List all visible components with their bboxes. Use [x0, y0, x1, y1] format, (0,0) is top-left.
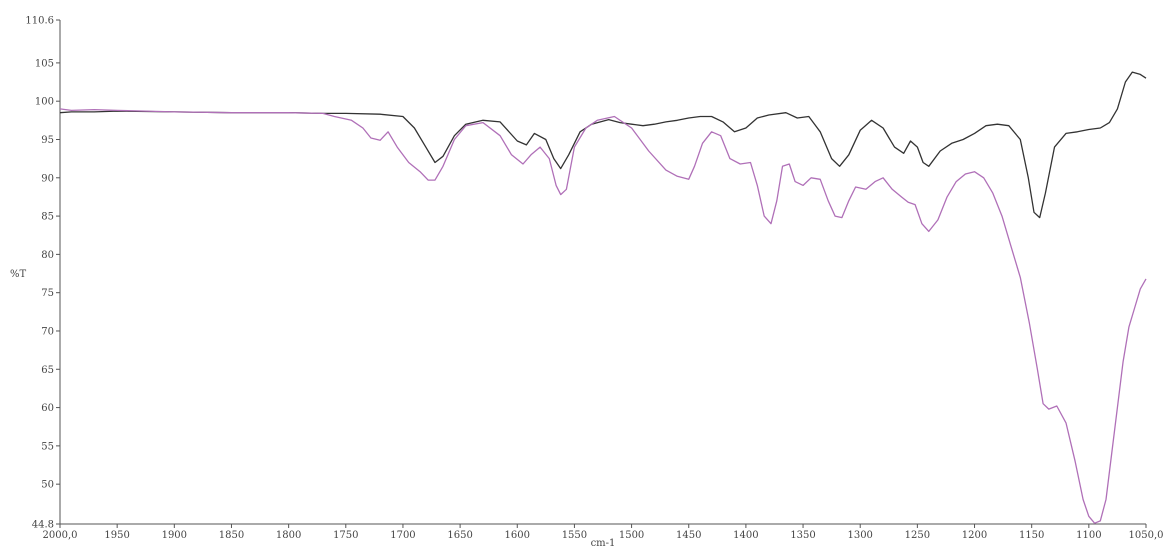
x-tick-label: 1500	[619, 530, 644, 541]
x-tick-label: 1750	[333, 530, 358, 541]
x-tick-label: 1300	[847, 530, 872, 541]
x-tick-label: 1650	[447, 530, 472, 541]
series-layer	[59, 71, 1147, 524]
x-axis-ticks: 2000,0 1950 1900 1850 1800 1750 1700 1650 1600 15…	[43, 524, 1164, 541]
x-tick-label: 1850	[219, 530, 244, 541]
y-tick-label: 75	[41, 288, 54, 299]
y-tick-label: 95	[41, 135, 54, 146]
x-tick-label: 1400	[733, 530, 758, 541]
y-tick-label: 80	[41, 250, 54, 261]
x-tick-label: 1250	[905, 530, 930, 541]
y-axis-ticks: 110.6 105 100 95 90 85 80 75 70 65 60 55 50 44.8	[25, 16, 60, 531]
x-tick-label: 2000,0	[43, 530, 78, 541]
x-tick-label: 1200	[962, 530, 987, 541]
y-tick-label: 100	[35, 97, 54, 108]
plot-area: 110.6 105 100 95 90 85 80 75 70 65 60 55 50 44.8 2000…	[25, 16, 1163, 542]
x-tick-label: 1900	[162, 530, 187, 541]
y-tick-label: 50	[41, 480, 54, 491]
y-tick-label: 110.6	[25, 16, 54, 27]
spectrum-line-1	[59, 71, 1147, 219]
y-tick-label: 105	[35, 58, 54, 69]
y-tick-label: 55	[41, 441, 54, 452]
x-tick-label: 1600	[505, 530, 530, 541]
y-tick-label: 85	[41, 212, 54, 223]
y-tick-label: 44.8	[32, 520, 54, 531]
y-tick-label: 60	[41, 403, 54, 414]
x-tick-label: 1150	[1019, 530, 1044, 541]
y-tick-label: 70	[41, 326, 54, 337]
spectrum-line-2	[59, 108, 1147, 524]
x-axis-label: cm-1	[591, 538, 616, 549]
x-tick-label: 1450	[676, 530, 701, 541]
x-tick-label: 1700	[390, 530, 415, 541]
x-tick-label: 1950	[104, 530, 129, 541]
x-tick-label: 1350	[790, 530, 815, 541]
y-tick-label: 90	[41, 173, 54, 184]
x-tick-label: 1050,0	[1129, 530, 1164, 541]
x-tick-label: 1800	[276, 530, 301, 541]
x-tick-label: 1550	[562, 530, 587, 541]
y-axis-label: %T	[10, 269, 27, 280]
x-tick-label: 1100	[1076, 530, 1101, 541]
y-tick-label: 65	[41, 365, 54, 376]
